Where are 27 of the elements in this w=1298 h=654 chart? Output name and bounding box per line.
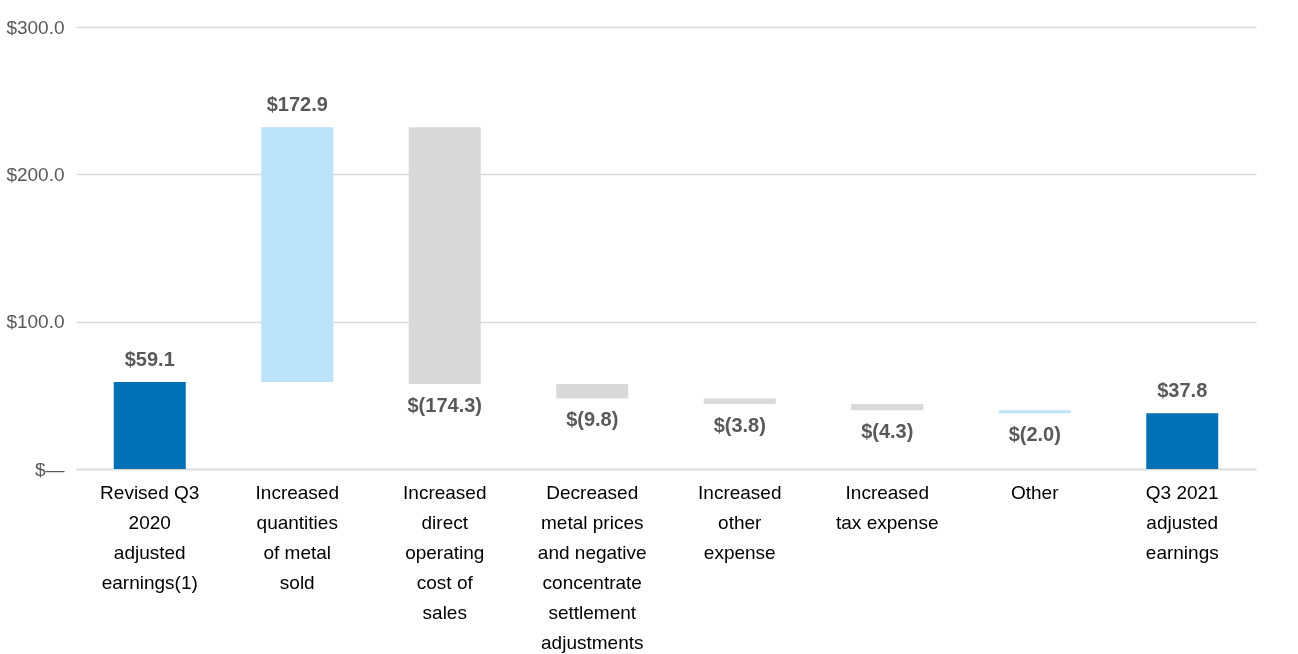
- x-tick-label: Increased other expense: [698, 481, 782, 563]
- y-tick-label: $300.0: [6, 16, 65, 38]
- data-label: $(4.3): [861, 420, 914, 443]
- x-tick-label: Increased quantities of metal sold: [255, 481, 339, 593]
- data-label: $(2.0): [1008, 423, 1061, 446]
- y-tick-label: $—: [34, 458, 65, 480]
- data-label: $(9.8): [566, 408, 619, 431]
- bar: [113, 381, 186, 469]
- data-label: $59.1: [124, 347, 175, 370]
- data-label: $172.9: [266, 93, 328, 116]
- x-tick-label: Decreased metal prices and negative concentrate settlement adjustments: [537, 481, 647, 653]
- y-tick-label: $200.0: [6, 163, 65, 185]
- x-tick-label: Increased tax expense: [836, 481, 939, 533]
- x-tick-label: Increased direct operating cost of sales: [403, 481, 487, 623]
- x-tick-label: Q3 2021 adjusted earnings: [1145, 481, 1219, 563]
- data-label: $(3.8): [713, 414, 766, 437]
- x-tick-label: Other: [1010, 481, 1060, 503]
- bar: [703, 398, 776, 405]
- bar: [998, 410, 1071, 414]
- y-tick-label: $100.0: [6, 311, 65, 333]
- x-tick-label: Revised Q3 2020 adjusted earnings(1): [100, 481, 200, 593]
- bar: [261, 127, 334, 382]
- data-label: $37.8: [1157, 379, 1208, 402]
- bar: [1146, 413, 1219, 469]
- data-label: $(174.3): [407, 393, 482, 416]
- bar: [556, 383, 629, 399]
- bar: [851, 404, 924, 411]
